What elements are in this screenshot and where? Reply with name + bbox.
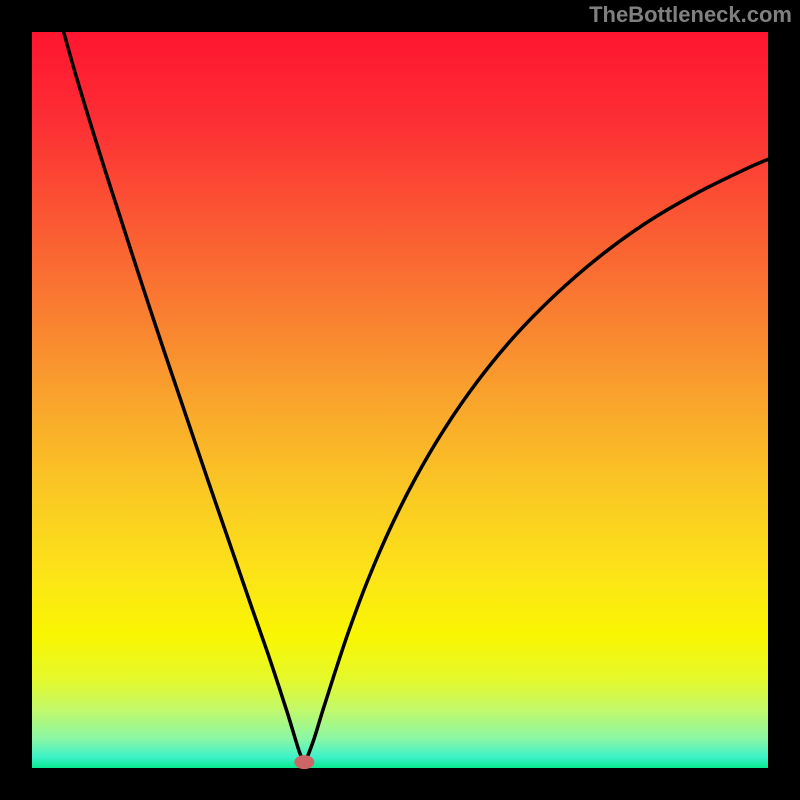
minimum-marker xyxy=(294,755,314,769)
watermark-text: TheBottleneck.com xyxy=(589,2,792,28)
marker-layer xyxy=(0,0,800,800)
chart-frame: TheBottleneck.com xyxy=(0,0,800,800)
